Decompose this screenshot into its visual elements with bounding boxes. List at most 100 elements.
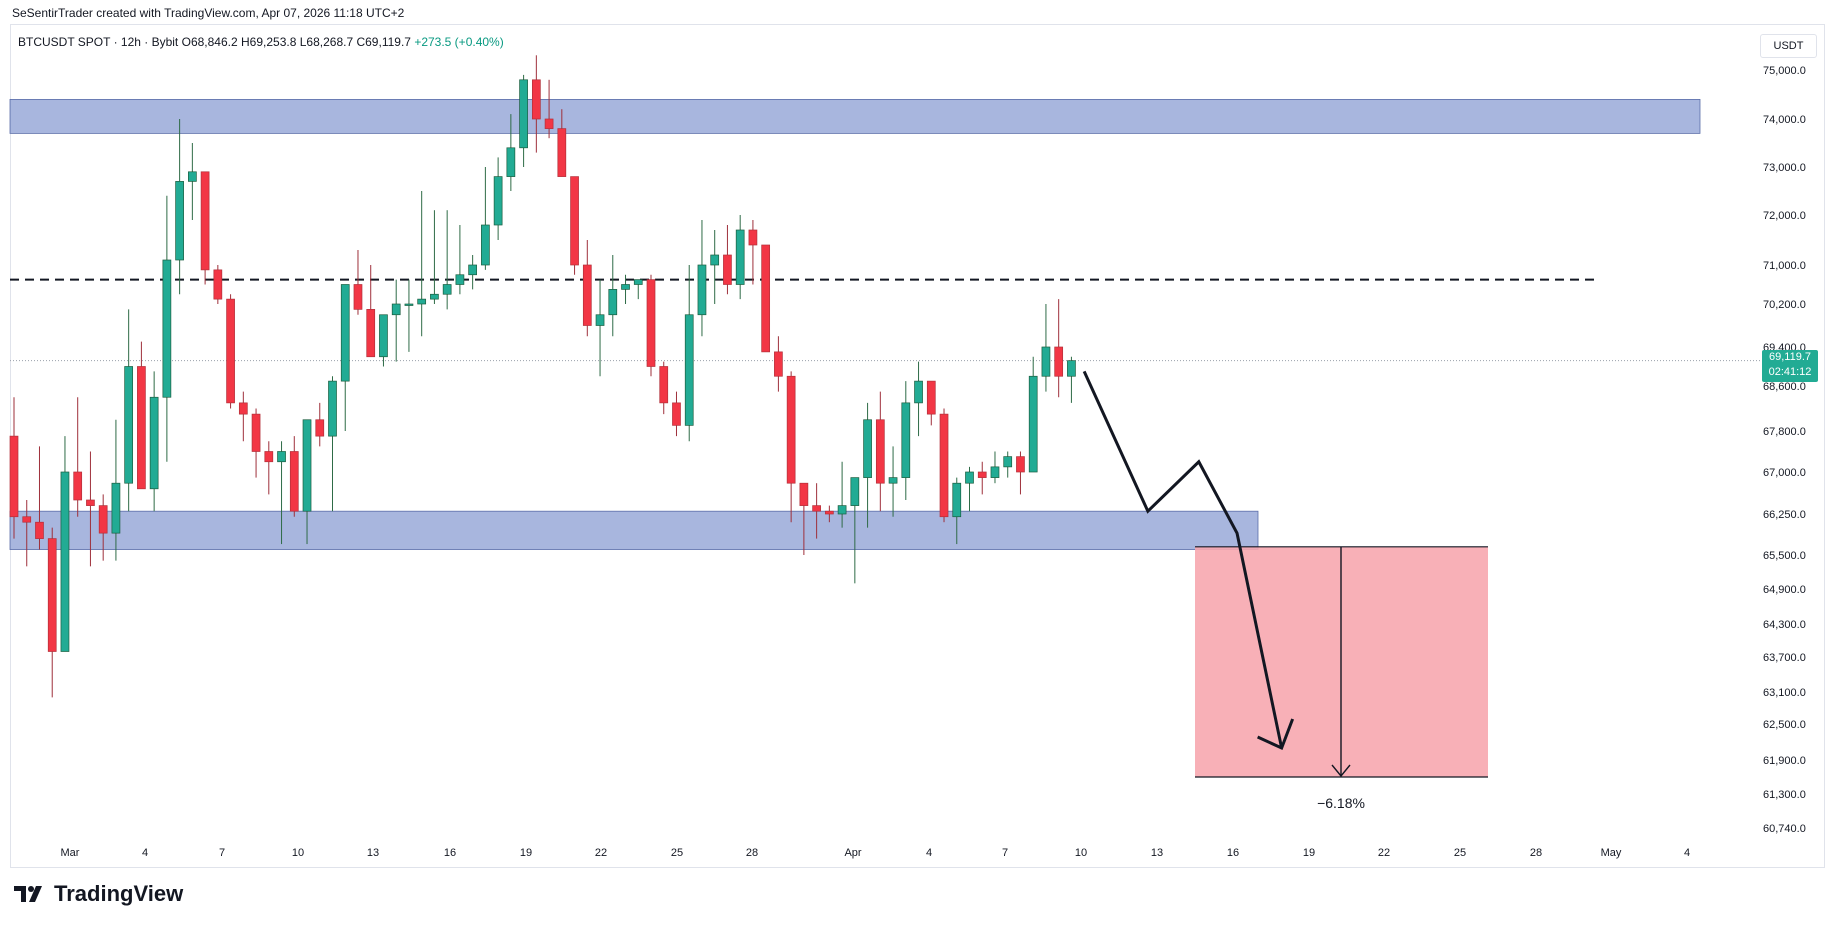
x-axis-tick-label: 4 [926,847,932,859]
x-axis-tick-label: 25 [671,847,683,859]
candle-body [379,314,388,358]
candle-body [506,147,516,177]
x-axis-tick-label: May [1601,847,1622,859]
candle-body [468,264,477,276]
candle-body [60,471,70,652]
x-axis-tick-label: 22 [1378,847,1390,859]
tradingview-logo[interactable]: TradingView [12,881,183,907]
change-value: +273.5 (+0.40%) [414,35,504,49]
y-axis-tick-label: 72,000.0 [1763,210,1806,222]
candle-body [990,466,1000,478]
candle-body [697,264,707,316]
close-value: C69,119.7 [356,35,411,49]
candle-body [1041,346,1051,377]
y-axis-tick-label: 63,700.0 [1763,652,1806,664]
candle-body [531,79,541,120]
candle-body [277,451,286,463]
candle-body [391,303,401,316]
candle-body [723,254,732,285]
candle-body [149,396,159,490]
candle-body [1054,346,1064,377]
y-axis-tick-label: 66,250.0 [1763,509,1806,521]
attribution-text: SeSentirTrader created with TradingView.… [12,6,405,20]
candle-body [977,471,987,478]
candle-body [901,402,911,478]
candle-body [111,482,121,534]
x-axis-tick-label: 16 [1227,847,1239,859]
candle-body [481,224,490,266]
y-axis-tick-label: 60,740.0 [1763,823,1806,835]
candle-body [264,451,274,463]
open-value: O68,846.2 [181,35,238,49]
candle-body [47,538,57,652]
candle-body [888,477,898,484]
candle-body [952,482,962,518]
y-axis-tick-label: 73,000.0 [1763,162,1806,174]
projected-arrowhead [1257,718,1295,751]
candle-body [570,176,579,266]
candle-body [875,419,885,484]
y-axis-tick-label: 62,500.0 [1763,719,1806,731]
measure-arrowhead [1331,764,1351,778]
candle-body [73,471,83,501]
symbol-name[interactable]: BTCUSDT SPOT · 12h · Bybit [18,35,179,49]
x-axis-tick-label: 10 [292,847,304,859]
x-axis-tick-label: 25 [1454,847,1466,859]
measure-percent-label: −6.18% [1317,795,1365,811]
candle-body [850,477,860,506]
y-axis-tick-label: 63,100.0 [1763,687,1806,699]
y-axis-tick-label: 64,300.0 [1763,619,1806,631]
candle-body [213,269,223,300]
x-axis-tick-label: 28 [1530,847,1542,859]
candle-body [825,510,834,515]
candle-body [965,471,974,484]
x-axis-tick-label: 19 [520,847,532,859]
x-axis-tick-label: Apr [844,847,861,859]
y-axis-tick-label: 64,900.0 [1763,584,1806,596]
candle-body [1016,456,1025,473]
candle-body [608,289,618,316]
candle-body [9,435,19,518]
candle-body [353,284,363,310]
currency-button[interactable]: USDT [1760,34,1817,58]
candle-body [188,171,197,182]
last-price-tag: 69,119.7 02:41:12 [1762,350,1818,382]
candle-body [672,402,681,426]
x-axis-tick-label: Mar [61,847,80,859]
candle-body [238,402,248,415]
candle-body [812,505,821,512]
candle-body [162,259,172,398]
x-axis-tick-label: 7 [219,847,225,859]
y-axis-tick-label: 67,800.0 [1763,426,1806,438]
x-axis-tick-label: 4 [142,847,148,859]
candle-body [633,279,643,285]
candle-body [863,419,872,478]
low-value: L68,268.7 [299,35,354,49]
candle-body [175,181,184,261]
candle-body [774,351,783,377]
brand-name: TradingView [54,881,184,906]
candle-body [366,309,376,358]
candle-body [417,298,427,305]
x-axis-tick-label: 16 [444,847,456,859]
x-axis-tick-label: 7 [1002,847,1008,859]
candle-body [1067,360,1076,377]
candle-body [1003,456,1013,468]
y-axis-tick-label: 68,600.0 [1763,381,1806,393]
last-price-value: 69,119.7 [1768,351,1811,363]
x-axis-tick-label: 28 [746,847,758,859]
symbol-legend[interactable]: BTCUSDT SPOT · 12h · Bybit O68,846.2 H69… [18,35,504,49]
candle-body [939,413,949,518]
candle-body [914,380,923,404]
candle-body [710,254,720,266]
candle-body [735,229,745,285]
candle-body [289,451,299,512]
candle-body [455,274,465,285]
x-axis-tick-label: 19 [1303,847,1315,859]
candle-body [684,314,694,426]
candle-body [22,516,32,523]
x-axis-tick-label: 22 [595,847,607,859]
candle-body [315,419,325,437]
candle-body [86,499,95,506]
